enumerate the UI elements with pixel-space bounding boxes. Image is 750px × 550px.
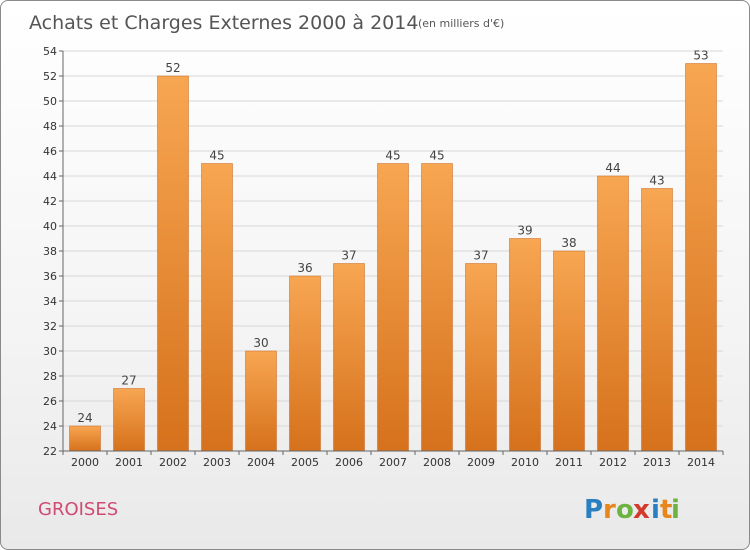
commune-name: GROISES <box>38 499 118 520</box>
value-label: 24 <box>77 411 92 425</box>
x-tick-label: 2010 <box>511 456 539 469</box>
value-label: 39 <box>517 224 532 238</box>
value-label: 43 <box>649 174 664 188</box>
x-tick-label: 2003 <box>203 456 231 469</box>
bar-2013 <box>641 188 673 452</box>
y-tick-label: 46 <box>43 145 57 158</box>
bar-2009 <box>465 263 497 452</box>
y-tick-label: 34 <box>43 295 57 308</box>
chart-unit: (en milliers d'€) <box>418 17 504 30</box>
x-tick-label: 2008 <box>423 456 451 469</box>
bars <box>69 63 717 452</box>
logo-letter: i <box>651 495 660 525</box>
y-tick-label: 22 <box>43 445 57 458</box>
value-label: 45 <box>209 149 224 163</box>
bar-2005 <box>289 275 321 452</box>
bar-2007 <box>377 163 409 452</box>
value-label: 36 <box>297 261 312 275</box>
x-tick-label: 2012 <box>599 456 627 469</box>
x-tick-label: 2011 <box>555 456 583 469</box>
x-tick-label: 2005 <box>291 456 319 469</box>
x-tick-label: 2001 <box>115 456 143 469</box>
value-label: 53 <box>693 49 708 63</box>
y-tick-label: 54 <box>43 45 57 58</box>
y-tick-label: 48 <box>43 120 57 133</box>
value-label: 45 <box>429 149 444 163</box>
y-tick-label: 32 <box>43 320 57 333</box>
bar-2002 <box>157 75 189 452</box>
bar-2010 <box>509 238 541 452</box>
value-label: 38 <box>561 236 576 250</box>
value-label: 52 <box>165 61 180 75</box>
logo-letter: t <box>660 495 672 525</box>
bar-2012 <box>597 175 629 452</box>
axes: 22 24 26 28 30 32 34 36 38 40 42 44 46 48 50 52 54 2000 20… <box>43 45 724 469</box>
value-label: 44 <box>605 161 620 175</box>
value-label: 37 <box>473 249 488 263</box>
bar-2008 <box>421 163 453 452</box>
y-tick-label: 44 <box>43 170 57 183</box>
x-tick-label: 2000 <box>71 456 99 469</box>
x-tick-label: 2013 <box>643 456 671 469</box>
y-tick-label: 30 <box>43 345 57 358</box>
x-tick-label: 2009 <box>467 456 495 469</box>
bar-2001 <box>113 388 145 452</box>
bar-2006 <box>333 263 365 452</box>
logo-letter: o <box>616 495 634 525</box>
x-tick-label: 2007 <box>379 456 407 469</box>
y-tick-label: 50 <box>43 95 57 108</box>
bar-2003 <box>201 163 233 452</box>
y-tick-label: 28 <box>43 370 57 383</box>
y-tick-label: 26 <box>43 395 57 408</box>
y-tick-label: 38 <box>43 245 57 258</box>
value-label: 27 <box>121 374 136 388</box>
value-label: 30 <box>253 336 268 350</box>
x-tick-label: 2006 <box>335 456 363 469</box>
x-tick-label: 2004 <box>247 456 275 469</box>
x-tick-label: 2002 <box>159 456 187 469</box>
y-tick-label: 36 <box>43 270 57 283</box>
bar-2014 <box>685 63 717 452</box>
logo-letter: x <box>633 495 650 525</box>
logo-letter: r <box>603 495 616 525</box>
value-labels: 24 27 52 45 30 36 37 45 45 37 39 38 44 43 53 <box>77 49 708 426</box>
value-label: 37 <box>341 249 356 263</box>
logo-letter: P <box>584 495 603 525</box>
logo-letter: i <box>671 495 680 525</box>
value-label: 45 <box>385 149 400 163</box>
bar-2004 <box>245 350 277 452</box>
bar-2000 <box>69 425 101 452</box>
y-tick-label: 42 <box>43 195 57 208</box>
chart-title: Achats et Charges Externes 2000 à 2014 <box>29 12 418 34</box>
y-tick-label: 40 <box>43 220 57 233</box>
y-tick-label: 52 <box>43 70 57 83</box>
y-tick-label: 24 <box>43 420 57 433</box>
bar-2011 <box>553 250 585 452</box>
x-tick-label: 2014 <box>687 456 715 469</box>
